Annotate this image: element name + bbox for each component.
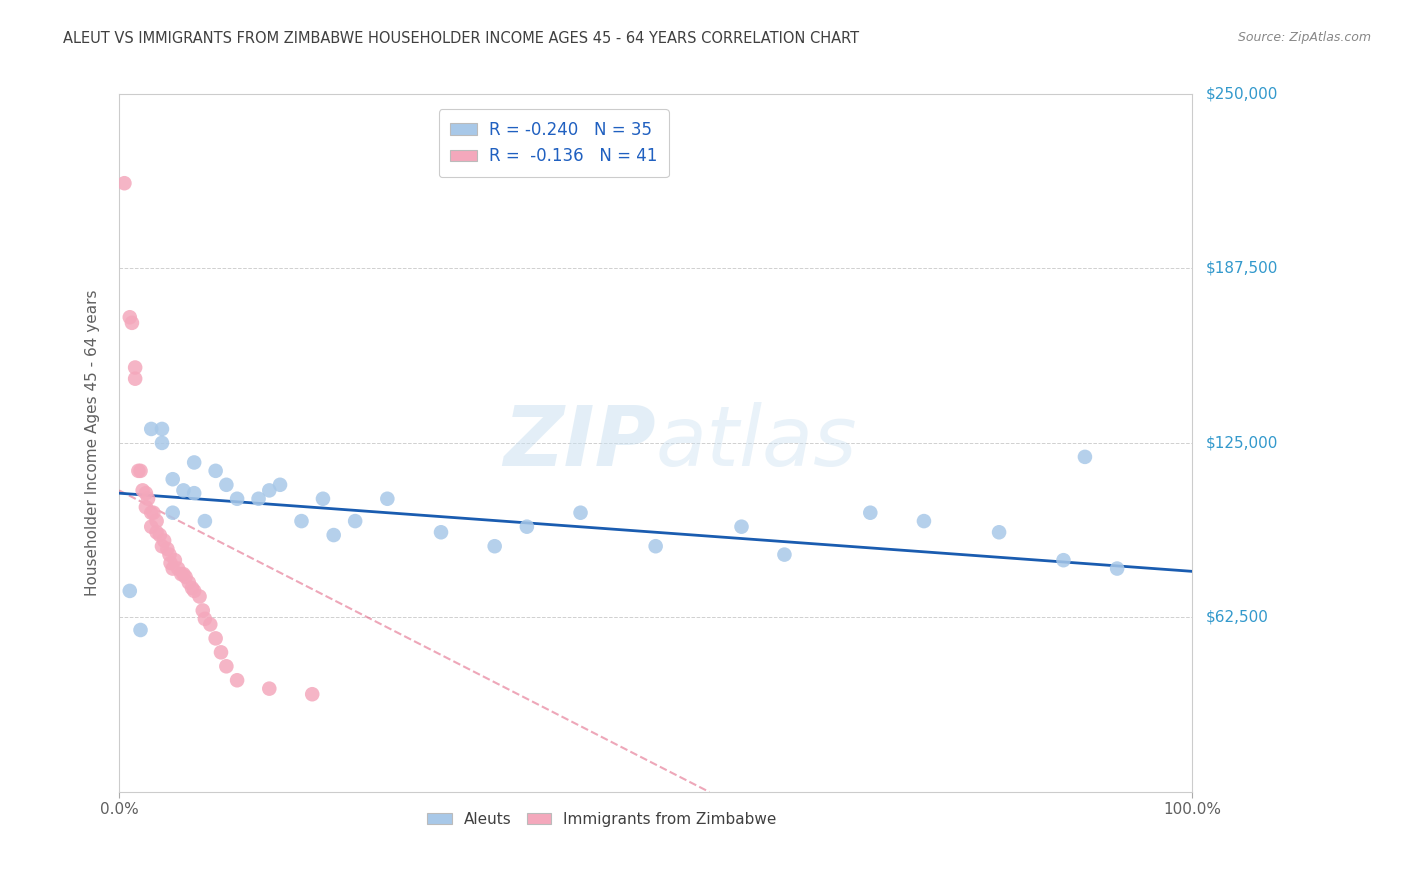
Point [344, 514, 367, 528]
Point [430, 525, 453, 540]
Point [301, 687, 323, 701]
Point [131, 483, 153, 498]
Point [181, 581, 204, 595]
Point [200, 617, 222, 632]
Point [121, 316, 143, 330]
Point [269, 477, 291, 491]
Text: $62,500: $62,500 [1206, 610, 1270, 625]
Point [172, 483, 194, 498]
Point [162, 506, 184, 520]
Point [172, 567, 194, 582]
Point [183, 486, 205, 500]
Point [118, 310, 141, 325]
Point [170, 567, 193, 582]
Point [162, 561, 184, 575]
Point [247, 491, 270, 506]
Point [1074, 450, 1097, 464]
Point [773, 548, 796, 562]
Text: $125,000: $125,000 [1206, 435, 1278, 450]
Point [153, 533, 176, 548]
Point [322, 528, 344, 542]
Point [145, 514, 167, 528]
Point [204, 464, 226, 478]
Point [141, 506, 163, 520]
Point [141, 422, 163, 436]
Point [569, 506, 592, 520]
Point [162, 472, 184, 486]
Text: ALEUT VS IMMIGRANTS FROM ZIMBABWE HOUSEHOLDER INCOME AGES 45 - 64 YEARS CORRELAT: ALEUT VS IMMIGRANTS FROM ZIMBABWE HOUSEH… [63, 31, 859, 46]
Point [988, 525, 1011, 540]
Text: $250,000: $250,000 [1206, 87, 1278, 102]
Point [259, 483, 281, 498]
Text: Source: ZipAtlas.com: Source: ZipAtlas.com [1237, 31, 1371, 45]
Point [1107, 561, 1129, 575]
Point [141, 519, 163, 533]
Point [149, 528, 172, 542]
Point [312, 491, 335, 506]
Point [183, 583, 205, 598]
Point [259, 681, 281, 696]
Point [127, 464, 149, 478]
Point [912, 514, 935, 528]
Point [136, 491, 159, 506]
Point [129, 464, 152, 478]
Point [177, 575, 200, 590]
Point [118, 583, 141, 598]
Point [135, 486, 157, 500]
Point [194, 612, 217, 626]
Text: atlas: atlas [655, 402, 858, 483]
Point [194, 514, 217, 528]
Point [215, 477, 238, 491]
Point [124, 360, 146, 375]
Text: ZIP: ZIP [503, 402, 655, 483]
Point [174, 570, 197, 584]
Point [484, 539, 506, 553]
Point [135, 500, 157, 515]
Point [163, 553, 186, 567]
Legend: Aleuts, Immigrants from Zimbabwe: Aleuts, Immigrants from Zimbabwe [420, 806, 783, 833]
Point [644, 539, 666, 553]
Point [129, 623, 152, 637]
Y-axis label: Householder Income Ages 45 - 64 years: Householder Income Ages 45 - 64 years [86, 290, 100, 596]
Point [226, 673, 249, 688]
Point [191, 603, 214, 617]
Point [516, 519, 538, 533]
Point [112, 176, 135, 190]
Point [145, 525, 167, 540]
Point [188, 590, 211, 604]
Point [150, 422, 173, 436]
Point [183, 455, 205, 469]
Point [150, 436, 173, 450]
Point [375, 491, 398, 506]
Point [156, 541, 179, 556]
Point [290, 514, 312, 528]
Point [150, 539, 173, 553]
Point [1052, 553, 1074, 567]
Point [204, 632, 226, 646]
Point [167, 561, 190, 575]
Point [859, 506, 882, 520]
Point [142, 506, 165, 520]
Point [124, 372, 146, 386]
Point [215, 659, 238, 673]
Point [159, 556, 181, 570]
Point [209, 645, 232, 659]
Point [159, 548, 181, 562]
Text: $187,500: $187,500 [1206, 260, 1278, 276]
Point [226, 491, 249, 506]
Point [730, 519, 752, 533]
